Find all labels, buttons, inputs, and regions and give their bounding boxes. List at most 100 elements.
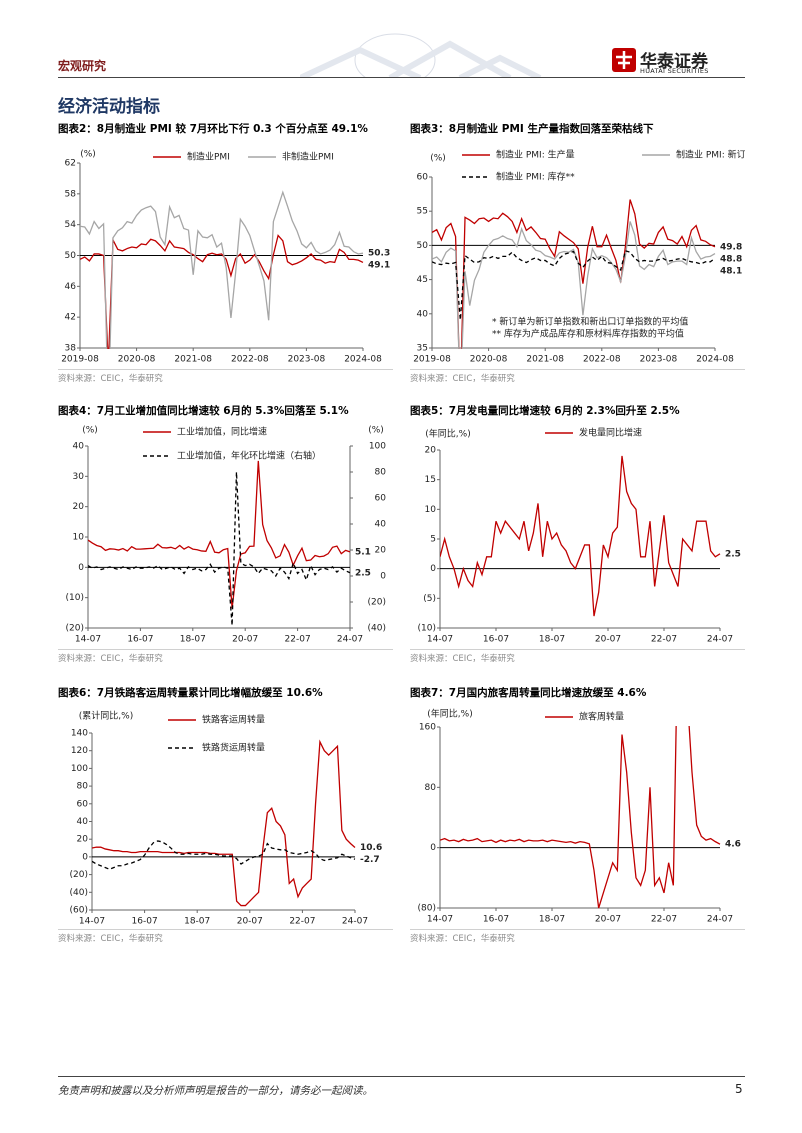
x-tick-label: 18-07 — [539, 635, 565, 645]
series-line — [80, 234, 364, 349]
end-value-label: 4.6 — [725, 840, 741, 850]
y-tick-label: 58 — [65, 189, 77, 199]
y-tick-label: 55 — [417, 207, 428, 217]
end-value-label: 2.5 — [355, 568, 371, 578]
y-tick-label: 0 — [430, 843, 436, 853]
y-tick-label: (10) — [418, 624, 436, 634]
figure-source: 资料来源：CEIC，华泰研究 — [410, 374, 515, 384]
series-line — [80, 190, 364, 349]
source-rule — [58, 369, 393, 370]
x-tick-label: 2019-08 — [413, 355, 451, 365]
end-value-label: 10.6 — [360, 843, 382, 853]
figure-source: 资料来源：CEIC，华泰研究 — [58, 934, 163, 944]
y-tick-label: 50 — [65, 251, 77, 261]
legend-label: 铁路货运周转量 — [202, 742, 265, 754]
y-tick-label: 120 — [71, 746, 88, 756]
y-tick-label: 40 — [417, 309, 429, 319]
header-decoration — [300, 33, 542, 78]
x-tick-label: 16-07 — [132, 917, 158, 927]
y-axis-unit: (%) — [82, 426, 98, 436]
x-tick-label: 2024-08 — [696, 355, 734, 365]
chart: (%) 38 42 46 50 54 58 62 2019-08 2020-08 2021-08 20… — [61, 150, 390, 365]
page-number: 5 — [735, 1082, 743, 1096]
y-tick-label: (10) — [66, 593, 84, 603]
y-tick-label: 20 — [77, 835, 89, 845]
x-tick-label: 18-07 — [184, 917, 210, 927]
x-tick-label: 22-07 — [289, 917, 315, 927]
y-tick-label: 100 — [71, 764, 88, 774]
chart: (%) 35 40 45 50 55 60 2019-08 2020-08 2021-08 2022… — [413, 149, 745, 365]
legend-label: 制造业PMI — [187, 151, 230, 163]
y-axis-unit: (%) — [430, 154, 446, 164]
logo-english: HUATAI SECURITIES — [640, 67, 709, 75]
x-tick-label: 18-07 — [539, 915, 565, 925]
y-tick-label: (20) — [70, 870, 88, 880]
x-tick-label: 2022-08 — [231, 355, 269, 365]
y-tick-label: 20 — [73, 502, 85, 512]
y-tick-label: 54 — [65, 220, 77, 230]
series-line — [432, 250, 716, 321]
x-tick-label: 20-07 — [237, 917, 263, 927]
y2-tick-label: 40 — [375, 520, 387, 530]
chart: (年同比,%) (80) 0 80 160 14-07 16-07 18-07 20-07 22-… — [418, 708, 741, 925]
figure-source: 资料来源：CEIC，华泰研究 — [410, 654, 515, 664]
logo-text: 华泰证券 — [640, 52, 708, 72]
chart-note: * 新订单为新订单指数和新出口订单指数的平均值 — [492, 316, 688, 328]
x-tick-label: 24-07 — [337, 635, 363, 645]
x-tick-label: 2020-08 — [470, 355, 508, 365]
x-tick-label: 20-07 — [595, 915, 621, 925]
y-tick-label: 20 — [425, 446, 437, 456]
x-tick-label: 2021-08 — [526, 355, 564, 365]
series-line — [88, 471, 351, 626]
legend-label: 发电量同比增速 — [579, 427, 642, 439]
y-tick-label: 140 — [71, 729, 88, 739]
x-tick-label: 14-07 — [75, 635, 101, 645]
y-tick-label: 60 — [77, 799, 89, 809]
figure-source: 资料来源：CEIC，华泰研究 — [410, 934, 515, 944]
chart: (%) (%) (20) (10) 0 10 20 30 40 (40) (20) 0 20 40 60 80… — [66, 426, 387, 645]
chart: (年同比,%) (10) (5) 0 5 10 15 20 14-07 16-07 18-07 20-… — [418, 427, 741, 645]
x-tick-label: 24-07 — [707, 635, 733, 645]
x-tick-label: 14-07 — [427, 915, 453, 925]
y-tick-label: (80) — [418, 904, 436, 914]
x-tick-label: 2021-08 — [174, 355, 212, 365]
x-tick-label: 14-07 — [427, 635, 453, 645]
source-rule — [410, 369, 745, 370]
y-tick-label: 50 — [417, 241, 429, 251]
source-rule — [58, 649, 393, 650]
y2-tick-label: 0 — [380, 572, 386, 582]
y-tick-label: 30 — [73, 472, 85, 482]
y-axis-unit: (%) — [80, 150, 96, 160]
y2-tick-label: (40) — [368, 624, 386, 634]
y-axis-unit: (年同比,%) — [425, 428, 470, 440]
page-title: 经济活动指标 — [58, 97, 160, 117]
y-tick-label: 10 — [425, 505, 437, 515]
y-axis-unit: (累计同比,%) — [79, 710, 133, 722]
x-tick-label: 24-07 — [342, 917, 368, 927]
end-value-label: 5.1 — [355, 547, 371, 557]
chart: (累计同比,%) (60) (40) (20) 0 20 40 60 80 100 120 140 14… — [70, 710, 383, 927]
y-tick-label: (5) — [423, 594, 436, 604]
x-tick-label: 20-07 — [595, 635, 621, 645]
end-value-label: 2.5 — [725, 549, 741, 559]
series-line — [440, 455, 721, 617]
series-line — [440, 726, 721, 909]
figure-source: 资料来源：CEIC，华泰研究 — [58, 374, 163, 384]
legend-label: 非制造业PMI — [282, 151, 334, 163]
y-tick-label: 15 — [425, 475, 436, 485]
y2-tick-label: 60 — [375, 494, 387, 504]
y-tick-label: 45 — [417, 275, 428, 285]
x-tick-label: 14-07 — [79, 917, 105, 927]
series-line — [92, 840, 356, 870]
figure-title: 图表2：8月制造业 PMI 较 7月环比下行 0.3 个百分点至 49.1% — [58, 123, 368, 135]
x-tick-label: 16-07 — [483, 635, 509, 645]
y2-tick-label: 80 — [375, 468, 387, 478]
chart-note: ** 库存为产成品库存和原材料库存指数的平均值 — [492, 328, 684, 340]
y-tick-label: 80 — [425, 783, 437, 793]
legend-label: 制造业 PMI: 新订单* — [676, 149, 745, 161]
figure-source: 资料来源：CEIC，华泰研究 — [58, 654, 163, 664]
x-tick-label: 2019-08 — [61, 355, 99, 365]
end-value-label: 50.3 — [368, 249, 390, 259]
y-tick-label: 38 — [65, 344, 77, 354]
